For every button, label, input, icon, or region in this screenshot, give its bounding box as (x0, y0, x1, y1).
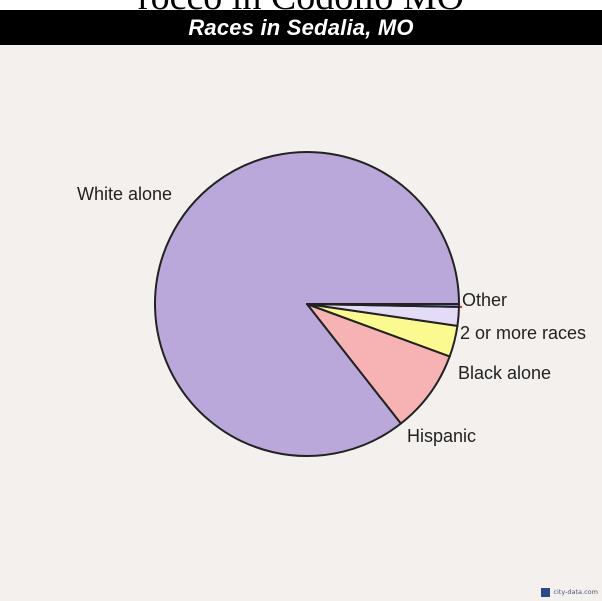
slice-label-black-alone: Black alone (458, 363, 552, 383)
watermark: city-data.com (541, 586, 598, 598)
pie-chart (154, 151, 463, 457)
pie-slice-other (306, 303, 460, 308)
chart-title: Races in Sedalia, MO (188, 14, 414, 40)
slice-label-white-alone: White alone (77, 184, 173, 204)
chart-plot-area: White alone Hispanic Black alone 2 or more … (0, 45, 602, 601)
title-bar: Races in Sedalia, MO (0, 10, 602, 45)
watermark-text: city-data.com (553, 588, 598, 596)
pie-slice-hispanic (306, 303, 451, 425)
slice-label-other: Other (462, 290, 508, 310)
slice-label-hispanic: Hispanic (407, 426, 477, 446)
city-data-logo-icon (541, 587, 551, 597)
other-marker-dot (459, 305, 463, 309)
slice-label-2-or-more-races: 2 or more races (460, 323, 587, 343)
